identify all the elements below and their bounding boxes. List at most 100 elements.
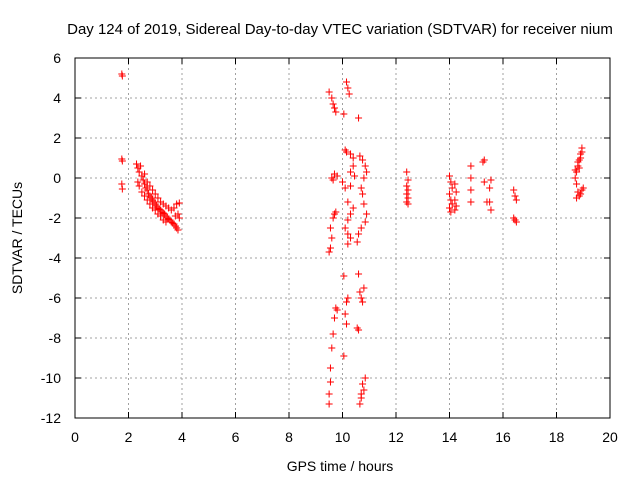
data-point [579,184,587,192]
data-point [157,212,165,220]
axis-ticks: 0 2 4 6 8 10 12 14 16 18 20 -12 -10 -8 -6 -4 -2 0 2 4 6 [41,50,618,445]
data-point [118,185,126,193]
data-point [325,400,333,408]
data-point [467,162,475,170]
chart-title: Day 124 of 2019, Sidereal Day-to-day VTE… [67,21,613,38]
y-tick-label: 2 [53,130,61,146]
data-point [343,298,351,306]
data-point [333,172,341,180]
x-tick-label: 0 [71,429,79,445]
data-point [573,194,581,202]
data-point [146,200,154,208]
y-axis-title: SDTVAR / TECUs [9,182,25,294]
data-point [326,378,334,386]
data-point [512,218,520,226]
data-point [512,196,520,204]
data-point [343,148,351,156]
data-point [357,224,365,232]
data-point [486,184,494,192]
data-point [343,78,351,86]
data-point [361,218,369,226]
data-point [329,214,337,222]
data-point [340,352,348,360]
data-point [357,294,365,302]
x-tick-label: 2 [125,429,133,445]
data-point [575,164,583,172]
data-point [351,172,359,180]
data-point [451,196,459,204]
data-point [404,200,412,208]
data-point [361,162,369,170]
data-point [355,270,363,278]
data-point [146,182,154,190]
data-point [141,192,149,200]
data-point [578,148,586,156]
data-point [447,208,455,216]
data-point [446,190,453,198]
data-point [577,190,585,198]
data-point [162,218,170,226]
data-point [143,178,151,186]
data-point [325,248,333,256]
data-point [344,294,352,302]
data-point [135,168,143,176]
data-point [363,210,371,218]
data-point [341,184,349,192]
data-point [326,224,334,232]
data-point [487,206,495,214]
data-point [154,194,162,202]
data-point [347,210,355,218]
y-tick-label: 4 [53,90,61,106]
data-point [359,380,367,388]
grid [75,58,610,418]
data-point [446,204,453,212]
plot-frame [74,57,611,419]
data-point [332,208,340,216]
data-point [349,162,357,170]
data-point [326,244,334,252]
x-tick-label: 8 [285,429,293,445]
y-tick-label: -12 [41,410,61,426]
data-point [328,344,336,352]
x-axis-title: GPS time / hours [287,458,394,474]
data-point [139,176,147,184]
data-point [357,184,365,192]
data-point [467,186,475,194]
data-point [151,190,159,198]
data-point [447,178,455,186]
data-point [361,374,369,382]
data-point [347,234,355,242]
data-point [171,212,179,220]
data-point [170,204,178,212]
x-tick-label: 12 [388,429,404,445]
data-point [360,174,368,182]
data-point [467,198,475,206]
data-point [325,88,333,96]
data-point [355,114,363,122]
data-point [403,182,411,190]
data-point [573,180,581,188]
data-point [333,306,341,314]
data-point [357,394,365,402]
data-point [353,238,361,246]
data-point [137,162,145,170]
data-point [344,216,352,224]
data-point [452,202,460,210]
data-point [118,180,126,188]
data-point [360,284,368,292]
data-point [344,230,352,238]
data-point [175,199,183,207]
data-point [363,168,371,176]
data-point [149,186,157,194]
data-point [339,178,346,186]
data-point [451,180,459,188]
y-tick-label: -6 [49,290,62,306]
data-point [332,108,340,116]
data-point [487,176,495,184]
data-point [403,190,411,198]
data-point [347,168,355,176]
data-point [359,190,367,198]
data-point [448,200,456,208]
data-point [486,198,494,206]
